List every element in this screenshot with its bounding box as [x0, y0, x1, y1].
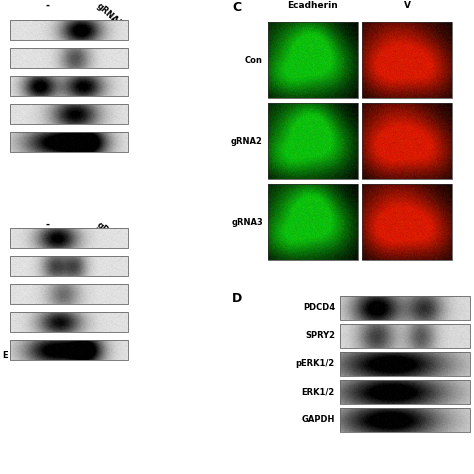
Bar [10, 340, 128, 360]
Bar [362, 22, 452, 98]
Text: E: E [2, 350, 8, 359]
Bar [10, 256, 128, 276]
Bar [10, 76, 128, 96]
Text: GAPDH: GAPDH [301, 416, 335, 425]
Bar [362, 184, 452, 260]
Text: -: - [46, 1, 50, 11]
Text: -: - [46, 220, 50, 230]
Bar [340, 296, 470, 320]
Bar [10, 312, 128, 332]
Bar [10, 132, 128, 152]
Text: gRNA3: gRNA3 [95, 220, 125, 248]
Bar [268, 103, 358, 179]
Text: Con: Con [369, 302, 389, 311]
Text: C: C [232, 1, 241, 14]
Bar [10, 48, 128, 68]
Bar [340, 324, 470, 348]
Text: SPRY2: SPRY2 [305, 331, 335, 340]
Text: V: V [403, 1, 410, 10]
Text: gRNA3: gRNA3 [231, 218, 263, 227]
Text: ERK1/2: ERK1/2 [302, 388, 335, 396]
Bar [340, 408, 470, 432]
Bar [10, 284, 128, 304]
Bar [10, 20, 128, 40]
Text: g⁠R: g⁠R [431, 302, 444, 311]
Text: Con: Con [245, 55, 263, 64]
Bar [10, 104, 128, 124]
Bar [268, 22, 358, 98]
Bar [340, 380, 470, 404]
Bar [268, 184, 358, 260]
Bar [340, 352, 470, 376]
Text: gRNA2: gRNA2 [231, 137, 263, 146]
Text: D: D [232, 292, 242, 305]
Bar [362, 103, 452, 179]
Bar [10, 228, 128, 248]
Text: Ecadherin: Ecadherin [288, 1, 338, 10]
Text: gRNA3: gRNA3 [95, 1, 125, 29]
Text: PDCD4: PDCD4 [303, 303, 335, 312]
Text: pERK1/2: pERK1/2 [296, 359, 335, 368]
